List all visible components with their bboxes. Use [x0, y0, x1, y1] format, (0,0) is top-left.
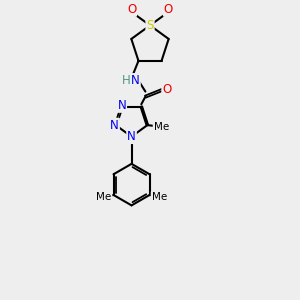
Text: N: N — [127, 130, 136, 143]
Text: N: N — [117, 99, 126, 112]
Text: O: O — [127, 3, 136, 16]
Text: Me: Me — [152, 192, 167, 202]
Text: S: S — [146, 19, 154, 32]
Text: Me: Me — [96, 192, 112, 202]
Text: O: O — [164, 3, 173, 16]
Text: O: O — [162, 83, 172, 96]
Text: N: N — [110, 118, 119, 132]
Text: N: N — [131, 74, 140, 87]
Text: Me: Me — [154, 122, 169, 132]
Text: H: H — [122, 74, 130, 87]
